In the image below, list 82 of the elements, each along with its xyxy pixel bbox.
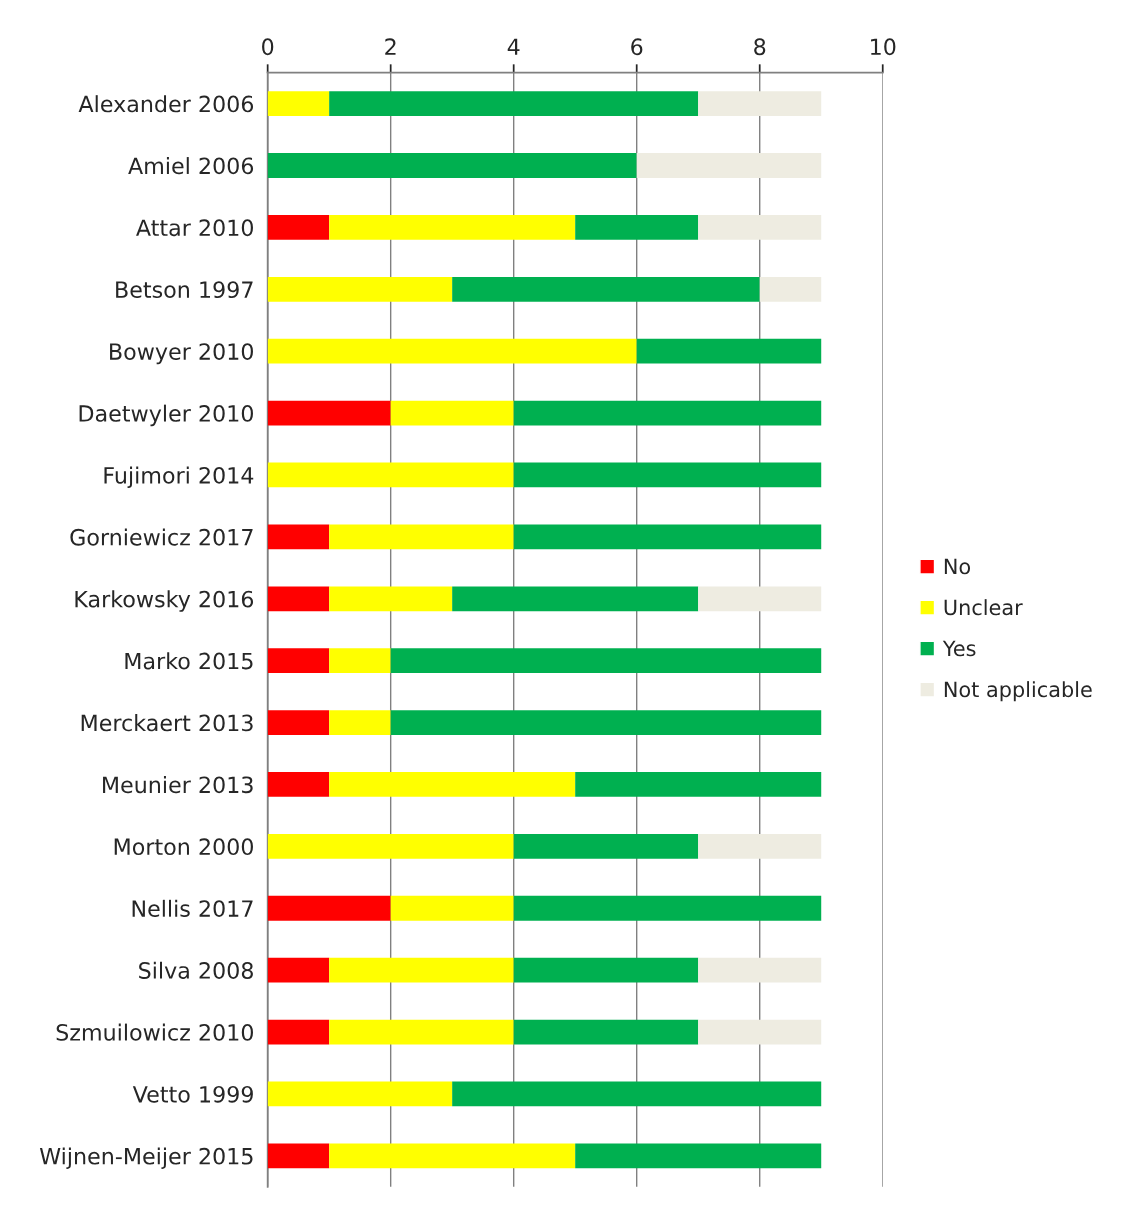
bar <box>513 895 822 921</box>
y-tick-label: Silva 2008 <box>139 961 253 979</box>
bar <box>390 710 822 735</box>
bar <box>267 586 330 612</box>
bar <box>267 524 330 550</box>
bar <box>267 772 330 797</box>
bar <box>267 1081 453 1107</box>
y-tick-label: Daetwyler 2010 <box>79 404 253 427</box>
bar <box>636 153 822 178</box>
bar <box>267 276 453 302</box>
bar <box>267 462 514 488</box>
bar <box>329 957 514 983</box>
y-tick-label: Alexander 2006 <box>78 95 254 113</box>
bar <box>329 91 699 116</box>
x-tick-label: 2 <box>385 38 396 55</box>
x-tick-label: 0 <box>262 38 274 56</box>
bar <box>698 833 822 859</box>
bar <box>575 1143 822 1169</box>
bar <box>513 1019 699 1045</box>
bar <box>390 895 514 921</box>
y-tick-label: Gorniewicz 2017 <box>70 528 253 546</box>
bar <box>513 400 822 426</box>
x-tick-label: 6 <box>631 38 643 56</box>
bar <box>329 524 514 550</box>
bar <box>698 215 822 240</box>
bar <box>267 91 330 116</box>
y-tick-label: Amiel 2006 <box>128 157 254 175</box>
bar <box>452 276 760 302</box>
y-tick-label: Wijnen-Meijer 2015 <box>39 1147 253 1169</box>
bar <box>267 215 330 240</box>
bar <box>329 1143 576 1169</box>
bar <box>698 91 822 116</box>
y-tick-label: Vetto 1999 <box>132 1085 253 1103</box>
bar <box>267 648 330 674</box>
y-tick-label: Nellis 2017 <box>132 899 253 918</box>
bar <box>329 648 391 674</box>
x-tick-label: 4 <box>507 38 520 55</box>
legend-label: Not applicable <box>944 681 1092 702</box>
bar <box>329 1019 514 1045</box>
bar <box>390 400 514 426</box>
y-tick-label: Marko 2015 <box>125 652 253 670</box>
y-tick-label: Merckaert 2013 <box>81 714 253 732</box>
bar <box>329 215 576 240</box>
bar <box>267 710 330 735</box>
bar <box>575 215 699 240</box>
bar <box>267 1019 330 1045</box>
y-tick-label: Karkowsky 2016 <box>75 590 254 612</box>
bar <box>698 586 822 612</box>
y-tick-label: Attar 2010 <box>136 219 253 237</box>
bar <box>636 338 822 364</box>
bar <box>575 772 822 797</box>
y-tick-label: Betson 1997 <box>116 281 253 299</box>
bar <box>513 524 822 550</box>
x-tick-label: 10 <box>871 38 896 56</box>
bar <box>267 1143 330 1169</box>
legend-label: Unclear <box>944 599 1023 616</box>
bar <box>759 276 822 302</box>
legend-label: Yes <box>942 640 976 657</box>
bar <box>513 462 822 488</box>
bar <box>698 1019 822 1045</box>
bar <box>452 1081 822 1107</box>
bar <box>267 153 637 178</box>
bar <box>267 338 637 364</box>
x-tick-label: 8 <box>754 38 766 56</box>
bar <box>267 833 514 859</box>
bar <box>452 586 699 612</box>
y-tick-label: Szmuilowicz 2010 <box>56 1023 253 1041</box>
y-tick-label: Fujimori 2014 <box>104 466 254 489</box>
y-tick-label: Bowyer 2010 <box>110 343 253 365</box>
bar <box>267 895 391 921</box>
bar <box>329 710 391 735</box>
bar <box>513 957 699 983</box>
legend-label: No <box>944 558 971 575</box>
bar <box>513 833 699 859</box>
bar <box>390 648 822 674</box>
y-tick-label: Meunier 2013 <box>103 776 253 794</box>
bar <box>329 586 453 612</box>
bar <box>267 957 330 983</box>
bar <box>267 400 391 426</box>
y-tick-label: Morton 2000 <box>114 838 253 856</box>
bar <box>329 772 576 797</box>
bar <box>698 957 822 983</box>
